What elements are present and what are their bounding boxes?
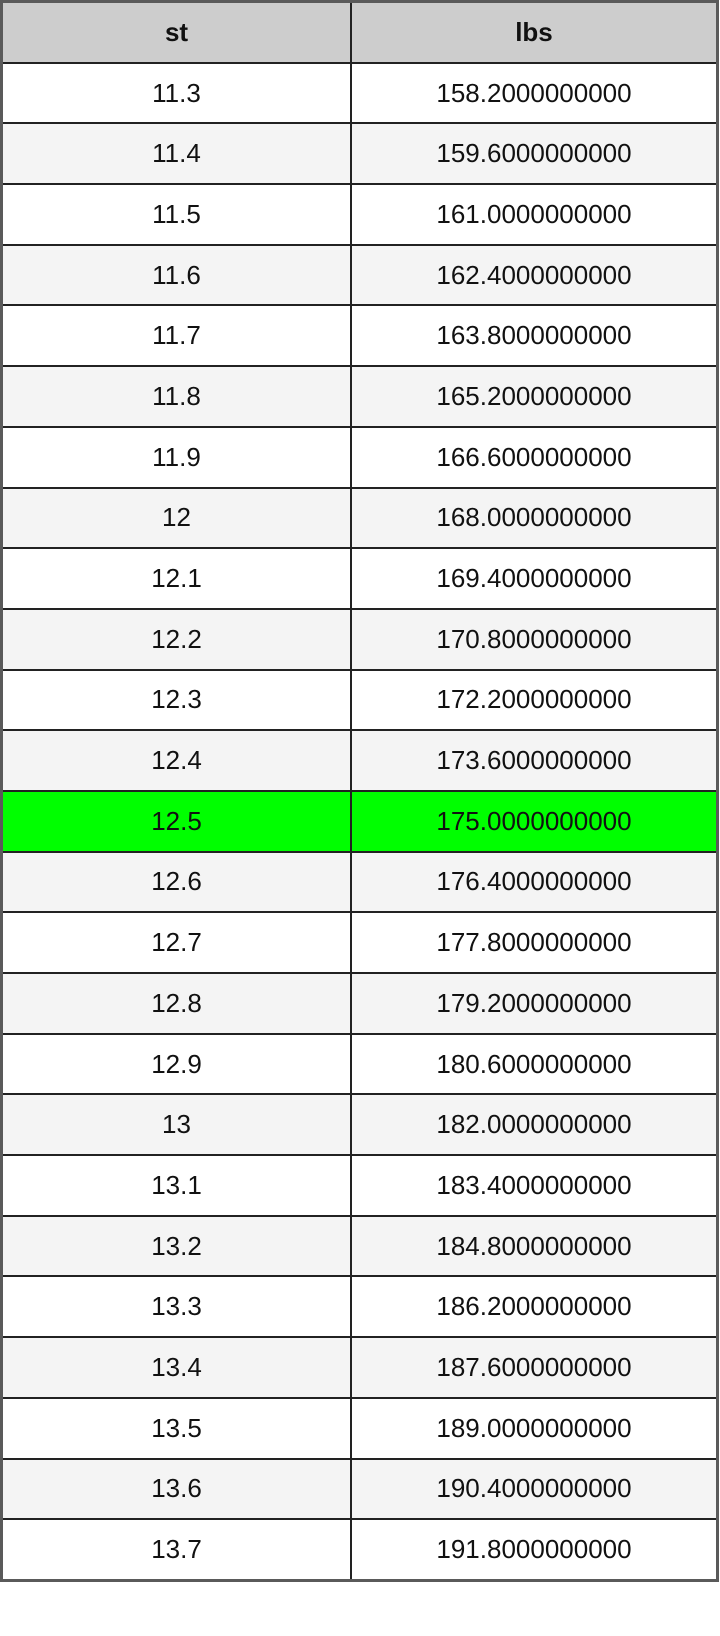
cell-st: 12.4 [0,729,352,792]
cell-lbs: 182.0000000000 [350,1093,719,1157]
cell-lbs: 163.8000000000 [350,304,719,368]
table-row-highlighted: 12.5 175.0000000000 [0,789,719,853]
cell-st: 12.2 [0,607,352,671]
cell-st: 13.5 [0,1396,352,1460]
cell-st: 12.6 [0,850,352,914]
table-row: 11.4 159.6000000000 [0,122,719,186]
cell-st: 13.4 [0,1336,352,1399]
cell-lbs: 166.6000000000 [350,425,719,489]
cell-st: 12.8 [0,972,352,1035]
table-row: 12.9 180.6000000000 [0,1032,719,1096]
table-row: 12.6 176.4000000000 [0,850,719,914]
table-row: 11.6 162.4000000000 [0,243,719,307]
cell-st: 11.5 [0,183,352,246]
header-lbs: lbs [350,0,719,64]
cell-lbs: 180.6000000000 [350,1032,719,1096]
cell-lbs: 173.6000000000 [350,729,719,792]
cell-lbs: 191.8000000000 [350,1518,719,1582]
table-row: 13.5 189.0000000000 [0,1396,719,1460]
table-row: 12.1 169.4000000000 [0,547,719,610]
cell-lbs: 175.0000000000 [350,789,719,853]
table-row: 12.7 177.8000000000 [0,911,719,974]
cell-lbs: 162.4000000000 [350,243,719,307]
cell-lbs: 187.6000000000 [350,1336,719,1399]
cell-st: 13.2 [0,1214,352,1278]
cell-st: 13 [0,1093,352,1157]
cell-st: 11.7 [0,304,352,368]
table-row: 11.7 163.8000000000 [0,304,719,368]
cell-lbs: 161.0000000000 [350,183,719,246]
cell-lbs: 169.4000000000 [350,547,719,610]
table-row: 12.2 170.8000000000 [0,607,719,671]
table-row: 11.5 161.0000000000 [0,183,719,246]
cell-st: 12.7 [0,911,352,974]
table-row: 13.2 184.8000000000 [0,1214,719,1278]
cell-st: 13.6 [0,1457,352,1521]
cell-lbs: 172.2000000000 [350,668,719,732]
cell-lbs: 179.2000000000 [350,972,719,1035]
cell-st: 11.4 [0,122,352,186]
cell-lbs: 168.0000000000 [350,486,719,550]
table-row: 12.3 172.2000000000 [0,668,719,732]
cell-st: 13.7 [0,1518,352,1582]
table-row: 12 168.0000000000 [0,486,719,550]
table-row: 11.3 158.2000000000 [0,61,719,125]
table-row: 11.9 166.6000000000 [0,425,719,489]
cell-lbs: 170.8000000000 [350,607,719,671]
table-row: 13.1 183.4000000000 [0,1154,719,1217]
cell-st: 11.6 [0,243,352,307]
cell-st: 13.3 [0,1275,352,1339]
cell-st: 12.5 [0,789,352,853]
cell-st: 11.3 [0,61,352,125]
cell-lbs: 165.2000000000 [350,365,719,428]
cell-lbs: 186.2000000000 [350,1275,719,1339]
cell-st: 12.1 [0,547,352,610]
table-row: 13.4 187.6000000000 [0,1336,719,1399]
cell-st: 11.9 [0,425,352,489]
cell-lbs: 158.2000000000 [350,61,719,125]
cell-st: 12 [0,486,352,550]
cell-lbs: 176.4000000000 [350,850,719,914]
table-row: 13.7 191.8000000000 [0,1518,719,1582]
table-row: 13.6 190.4000000000 [0,1457,719,1521]
table-row: 12.4 173.6000000000 [0,729,719,792]
table-row: 13 182.0000000000 [0,1093,719,1157]
cell-lbs: 183.4000000000 [350,1154,719,1217]
header-st: st [0,0,352,64]
conversion-table: st lbs 11.3 158.2000000000 11.4 159.6000000… [0,0,719,1582]
table-row: 12.8 179.2000000000 [0,972,719,1035]
cell-st: 11.8 [0,365,352,428]
cell-st: 12.3 [0,668,352,732]
cell-lbs: 190.4000000000 [350,1457,719,1521]
cell-st: 13.1 [0,1154,352,1217]
cell-lbs: 159.6000000000 [350,122,719,186]
table-row: 13.3 186.2000000000 [0,1275,719,1339]
cell-lbs: 184.8000000000 [350,1214,719,1278]
cell-lbs: 189.0000000000 [350,1396,719,1460]
cell-st: 12.9 [0,1032,352,1096]
header-row: st lbs [0,0,719,64]
cell-lbs: 177.8000000000 [350,911,719,974]
table-row: 11.8 165.2000000000 [0,365,719,428]
